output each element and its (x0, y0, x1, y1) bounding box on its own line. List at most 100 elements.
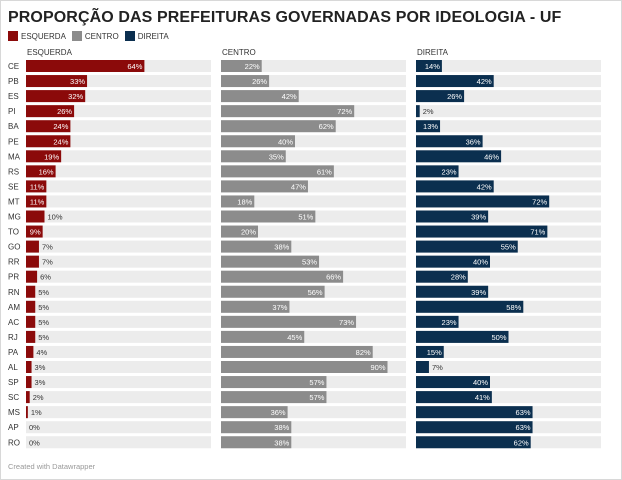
data-label: 6% (40, 273, 51, 282)
bar-esquerda (26, 285, 36, 298)
data-label: 16% (39, 167, 54, 176)
bar-background (26, 421, 211, 434)
data-label: 13% (423, 122, 438, 131)
data-label: 47% (291, 182, 306, 191)
category-label: SP (8, 378, 19, 387)
category-label: AP (8, 423, 19, 432)
legend-swatch-direita (124, 31, 135, 41)
bar-centro (221, 345, 373, 358)
bar-centro (221, 60, 262, 72)
bar-background (26, 285, 211, 298)
category-label: PI (8, 107, 16, 116)
data-label: 82% (356, 348, 371, 357)
category-label: AC (8, 318, 19, 327)
chart-title: PROPORÇÃO DAS PREFEITURAS GOVERNADAS POR… (8, 9, 562, 26)
category-label: RR (8, 258, 20, 267)
data-label: 26% (57, 107, 72, 116)
bar-centro (221, 421, 292, 434)
bar-esquerda (26, 165, 56, 178)
bar-background (416, 315, 601, 328)
category-label: RN (8, 288, 20, 297)
data-label: 3% (35, 363, 46, 372)
bar-direita (416, 391, 492, 404)
bar-direita (416, 361, 429, 373)
bar-centro (221, 210, 316, 223)
data-label: 32% (68, 92, 83, 101)
bar-esquerda (26, 150, 62, 163)
data-label: 58% (506, 303, 521, 312)
data-label: 46% (484, 152, 499, 161)
bar-centro (221, 406, 288, 419)
bar-centro (221, 105, 355, 118)
category-label: SE (8, 182, 19, 191)
bar-esquerda (26, 75, 88, 88)
category-label: MG (8, 213, 21, 222)
bar-esquerda (26, 361, 32, 373)
bar-background (416, 361, 601, 373)
bar-background (221, 225, 406, 238)
category-label: PB (8, 77, 19, 86)
data-label: 7% (432, 363, 443, 372)
data-label: 0% (29, 423, 40, 432)
bar-esquerda (26, 135, 71, 148)
bar-centro (221, 90, 299, 103)
category-label: PA (8, 348, 19, 357)
bar-centro (221, 391, 327, 404)
bar-esquerda (26, 406, 28, 419)
category-label: CE (8, 62, 19, 71)
bar-centro (221, 180, 308, 193)
data-label: 24% (53, 122, 68, 131)
bar-esquerda (26, 225, 43, 238)
legend: ESQUERDA CENTRO DIREITA (8, 31, 169, 41)
data-label: 11% (30, 182, 45, 191)
bar-esquerda (26, 391, 30, 404)
bar-background (416, 105, 601, 118)
bar-background (26, 436, 211, 449)
bar-centro (221, 75, 270, 88)
bar-esquerda (26, 90, 86, 103)
bar-centro (221, 330, 305, 343)
bar-background (26, 180, 211, 193)
bar-direita (416, 421, 533, 434)
data-label: 26% (447, 92, 462, 101)
data-label: 36% (271, 408, 286, 417)
bar-direita (416, 255, 490, 268)
data-label: 11% (30, 197, 45, 206)
legend-swatch-esquerda (8, 31, 18, 41)
bar-esquerda (26, 180, 47, 193)
bar-direita (416, 436, 531, 449)
bar-background (26, 361, 211, 373)
category-label: MT (8, 197, 20, 206)
data-label: 24% (53, 137, 68, 146)
data-label: 5% (38, 288, 49, 297)
bar-background (26, 330, 211, 343)
bar-background (26, 240, 211, 253)
bar-esquerda (26, 210, 45, 223)
legend-item-esquerda: ESQUERDA (8, 31, 66, 41)
category-label: RS (8, 167, 19, 176)
data-label: 57% (309, 393, 324, 402)
data-label: 61% (317, 167, 332, 176)
data-label: 7% (42, 243, 53, 252)
data-label: 38% (274, 243, 289, 252)
bar-direita (416, 150, 502, 163)
bar-centro (221, 436, 292, 449)
data-label: 26% (252, 77, 267, 86)
data-label: 40% (473, 258, 488, 267)
bar-background (26, 300, 211, 313)
legend-label-centro: CENTRO (84, 31, 119, 41)
data-label: 41% (475, 393, 490, 402)
data-label: 50% (491, 333, 506, 342)
data-label: 7% (42, 258, 53, 267)
bar-direita (416, 345, 444, 358)
data-label: 2% (33, 393, 44, 402)
bar-centro (221, 120, 336, 133)
data-label: 38% (274, 423, 289, 432)
data-label: 63% (516, 408, 531, 417)
data-label: 40% (473, 378, 488, 387)
bar-esquerda (26, 330, 36, 343)
data-label: 57% (309, 378, 324, 387)
bar-direita (416, 330, 509, 343)
data-label: 22% (245, 62, 260, 71)
bar-centro (221, 195, 255, 208)
